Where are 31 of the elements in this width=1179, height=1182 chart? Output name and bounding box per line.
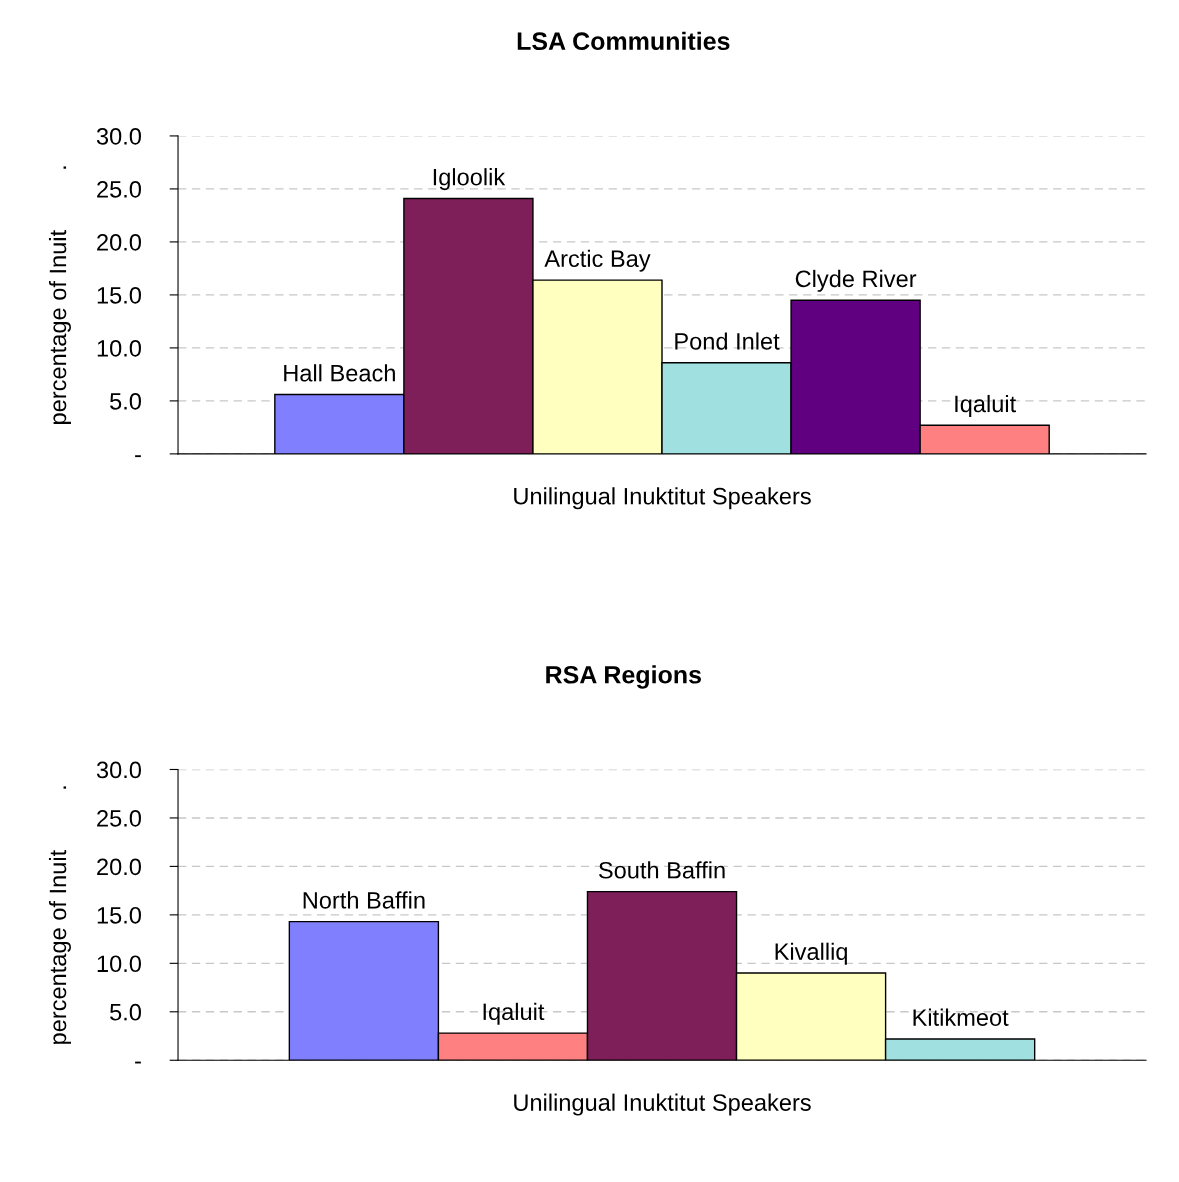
y-tick-label: 5.0	[110, 392, 141, 410]
x-tick-label: Unilingual Inuktitut Speakers	[514, 1093, 811, 1116]
x-tick-label: Unilingual Inuktitut Speakers	[514, 487, 811, 510]
series-label: Kivalliq	[775, 942, 847, 965]
series-label: Clyde River	[795, 269, 917, 292]
series-label: South Baffin	[598, 861, 725, 879]
series-label: Hall Beach	[284, 364, 395, 382]
y-axis-title: percentage of Inuit .	[48, 166, 71, 424]
y-axis-title: percentage of Inuit .	[48, 786, 71, 1044]
series-label: North Baffin	[303, 891, 425, 909]
y-tick-label: 30.0	[96, 761, 141, 779]
y-tick-label: 25.0	[97, 810, 141, 827]
y-tick-label: 20.0	[97, 858, 141, 876]
y-tick-label: -	[135, 455, 141, 458]
y-tick-label: 20.0	[97, 233, 141, 251]
y-tick-label: -	[135, 1061, 141, 1064]
y-tick-label: 25.0	[97, 180, 141, 198]
chart-title: LSA Communities	[517, 31, 730, 51]
series-label: Iqaluit	[955, 394, 1016, 417]
y-tick-label: 5.0	[110, 1003, 141, 1021]
chart-title: RSA Regions	[546, 665, 701, 689]
y-tick-label: 15.0	[97, 906, 141, 924]
series-label: Kitikmeot	[913, 1008, 1009, 1026]
series-label: Pond Inlet	[675, 332, 780, 350]
series-label: Iqaluit	[483, 1002, 545, 1025]
y-tick-label: 10.0	[97, 955, 141, 973]
y-tick-label: 10.0	[97, 339, 141, 357]
y-tick-label: 15.0	[97, 286, 141, 304]
series-label: Arctic Bay	[544, 249, 651, 272]
y-tick-label: 30.0	[96, 128, 141, 145]
series-label: Igloolik	[433, 168, 506, 191]
